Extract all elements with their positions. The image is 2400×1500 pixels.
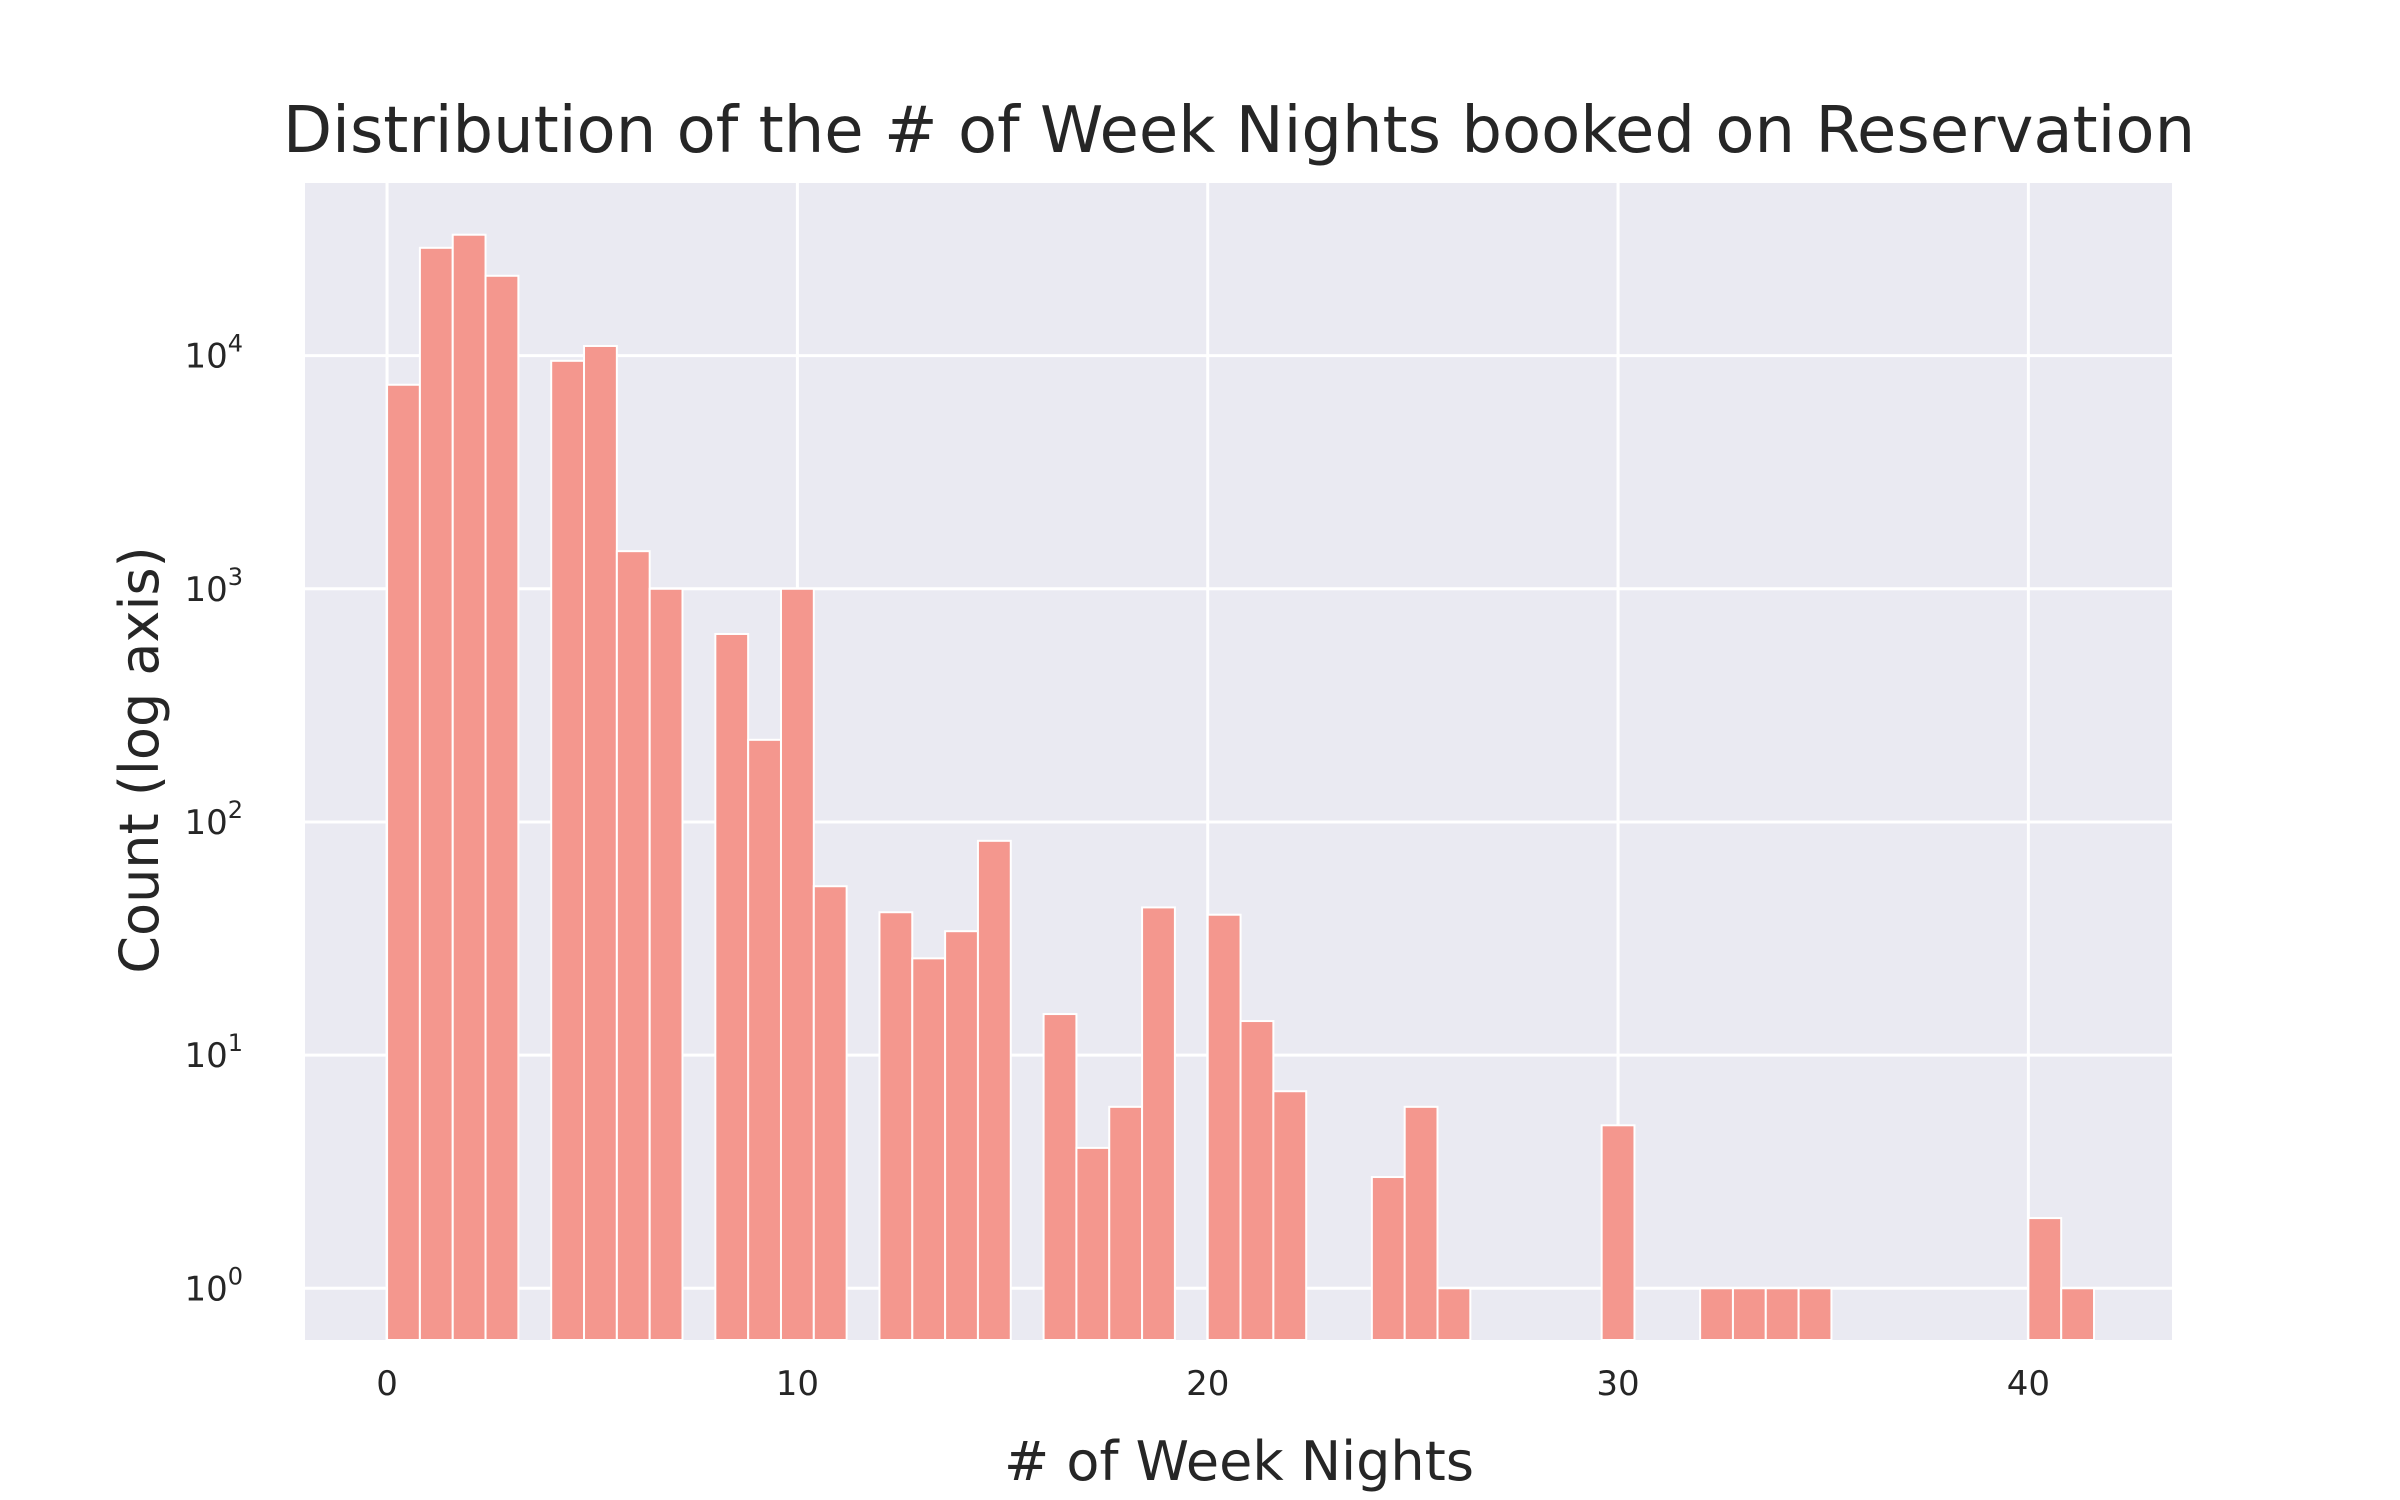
histogram-bar [1600,1124,1636,1342]
histogram-bar [1206,913,1242,1341]
x-tick-label: 10 [776,1364,819,1404]
histogram-bar [583,344,618,1341]
chart-title: Distribution of the # of Week Nights boo… [283,94,2195,168]
histogram-bar [878,911,914,1342]
x-tick-label: 30 [1596,1364,1639,1404]
histogram-bar [911,957,947,1341]
histogram-bar [1108,1105,1144,1341]
histogram-bar [386,383,421,1341]
histogram-bar [484,274,520,1341]
histogram-bar [976,839,1012,1341]
y-tick-label: 103 [184,563,243,610]
histogram-bar [714,632,750,1341]
histogram-bar [451,233,487,1342]
histogram-bar [2027,1217,2063,1342]
histogram-bar [1436,1287,1472,1342]
histogram-bar [1272,1090,1308,1342]
x-tick-label: 40 [2007,1364,2050,1404]
histogram-bar [1403,1105,1439,1341]
histogram-bar [1141,906,1176,1341]
histogram-bar [418,246,454,1342]
x-tick-label: 20 [1186,1364,1229,1404]
histogram-bar [747,738,782,1341]
histogram-bar [1764,1287,1800,1342]
histogram-bar [648,587,684,1341]
y-tick-label: 102 [184,796,243,843]
x-tick-label: 0 [376,1364,398,1404]
histogram-bar [779,587,815,1341]
y-tick-label: 104 [184,330,243,377]
histogram-bar [1731,1287,1767,1342]
y-tick-label: 100 [184,1262,243,1309]
histogram-bar [2060,1287,2096,1342]
y-tick-label: 101 [184,1029,243,1076]
y-axis-label: Count (log axis) [108,546,171,973]
histogram-bar [944,930,979,1341]
histogram-bar [1075,1146,1111,1341]
y-axis-ticks: 100 101 102 103 104 [184,330,243,1310]
histogram-bar [615,550,651,1341]
x-axis-ticks: 0 10 20 30 40 [376,1364,2050,1404]
histogram-bar [1042,1013,1078,1341]
histogram-bar [1699,1287,1734,1342]
histogram-bar [550,359,586,1341]
histogram-bar [812,885,848,1341]
histogram-bar [1370,1176,1406,1341]
x-axis-label: # of Week Nights [1004,1430,1474,1493]
histogram-bar [1239,1020,1275,1341]
histogram-bar [1797,1287,1833,1342]
bars [386,233,2096,1342]
